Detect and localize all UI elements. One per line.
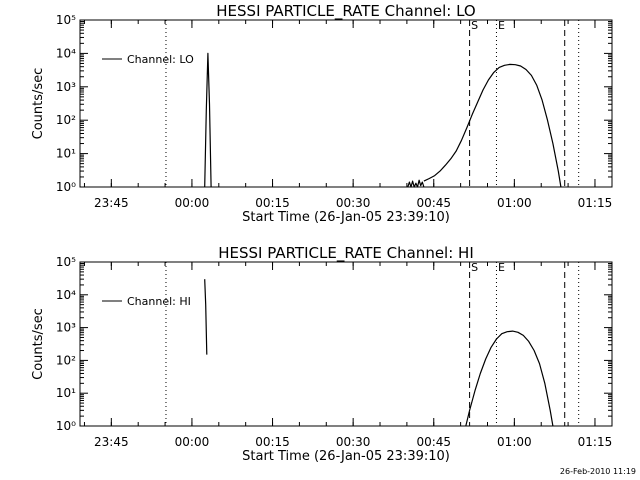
y-tick-label: 10³: [56, 80, 76, 94]
y-tick-label: 10¹: [56, 147, 76, 161]
plot-frame: [79, 261, 613, 427]
x-tick-label: 01:00: [497, 196, 532, 210]
x-tick-label: 00:30: [336, 435, 371, 449]
x-tick-label: 01:15: [578, 435, 613, 449]
series-line: [465, 330, 554, 427]
y-tick-label: 10¹: [56, 386, 76, 400]
y-axis-label: Counts/sec: [31, 68, 46, 140]
event-marker-label: S: [471, 19, 478, 32]
y-tick-label: 10³: [56, 321, 76, 335]
x-tick-label: 00:15: [255, 196, 290, 210]
y-tick-label: 10⁴: [56, 46, 76, 60]
y-tick-label: 10⁴: [56, 288, 76, 302]
x-axis-label: Start Time (26-Jan-05 23:39:10): [242, 210, 450, 225]
series-line: [204, 279, 208, 355]
y-axis-label: Counts/sec: [31, 308, 46, 380]
y-tick-label: 10²: [56, 113, 76, 127]
y-tick-label: 10⁵: [56, 255, 76, 269]
x-tick-label: 23:45: [94, 196, 129, 210]
x-tick-label: 00:30: [336, 196, 371, 210]
x-tick-label: 00:45: [416, 196, 451, 210]
panel-channel-lo: HESSI PARTICLE_RATE Channel: LO 10⁰ 10¹ 10²…: [31, 2, 613, 225]
y-tick-label: 10⁰: [56, 419, 76, 433]
x-tick-label: 00:45: [416, 435, 451, 449]
x-tick-label: 00:00: [175, 435, 210, 449]
legend-label: Channel: HI: [127, 295, 191, 308]
panel-channel-hi: HESSI PARTICLE_RATE Channel: HI 10⁰ 10¹ 10²…: [31, 244, 613, 464]
footer-timestamp: 26-Feb-2010 11:19: [560, 467, 636, 476]
event-marker-label: E: [498, 261, 505, 274]
x-tick-label: 01:15: [578, 196, 613, 210]
x-tick-label: 01:00: [497, 435, 532, 449]
chart-title: HESSI PARTICLE_RATE Channel: LO: [216, 2, 475, 21]
y-tick-label: 10⁵: [56, 13, 76, 27]
legend-label: Channel: LO: [127, 53, 194, 66]
series-line: [423, 63, 562, 188]
y-tick-label: 10⁰: [56, 180, 76, 194]
x-tick-label: 00:15: [255, 435, 290, 449]
plot-frame: [79, 19, 613, 188]
y-tick-label: 10²: [56, 353, 76, 367]
series-line: [204, 52, 212, 188]
x-tick-label: 00:00: [175, 196, 210, 210]
chart-title: HESSI PARTICLE_RATE Channel: HI: [218, 244, 474, 263]
series-line: [407, 179, 425, 188]
event-marker-label: S: [471, 261, 478, 274]
x-tick-label: 23:45: [94, 435, 129, 449]
x-axis-label: Start Time (26-Jan-05 23:39:10): [242, 449, 450, 464]
event-marker-label: E: [498, 19, 505, 32]
